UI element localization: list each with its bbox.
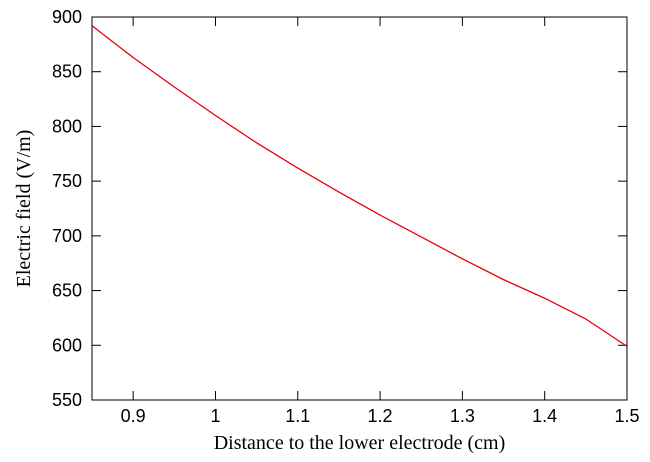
series-line: [91, 25, 628, 347]
y-tick-label: 900: [52, 7, 82, 27]
x-tick-label: 1.2: [368, 406, 393, 426]
x-axis-title: Distance to the lower electrode (cm): [214, 432, 506, 454]
y-tick-label: 700: [52, 226, 82, 246]
y-tick-label: 650: [52, 281, 82, 301]
y-tick-label: 800: [52, 116, 82, 136]
y-tick-label: 750: [52, 171, 82, 191]
x-tick-label: 1.1: [285, 406, 310, 426]
x-tick-label: 1.5: [614, 406, 639, 426]
series-layer: [91, 25, 628, 347]
x-tick-label: 1: [210, 406, 220, 426]
ticks-layer: [92, 16, 628, 401]
y-axis-title: Electric field (V/m): [13, 130, 35, 288]
y-tick-label: 850: [52, 62, 82, 82]
x-tick-label: 1.4: [532, 406, 557, 426]
x-tick-label: 1.3: [450, 406, 475, 426]
x-tick-label: 0.9: [121, 406, 146, 426]
tick-labels-layer: 0.9 1 1.1 1.2 1.3 1.4 1.5 550 600 650 700 750 800 850…: [52, 7, 640, 426]
y-tick-label: 550: [52, 390, 82, 410]
plot-frame: [91, 16, 628, 401]
y-tick-label: 600: [52, 335, 82, 355]
